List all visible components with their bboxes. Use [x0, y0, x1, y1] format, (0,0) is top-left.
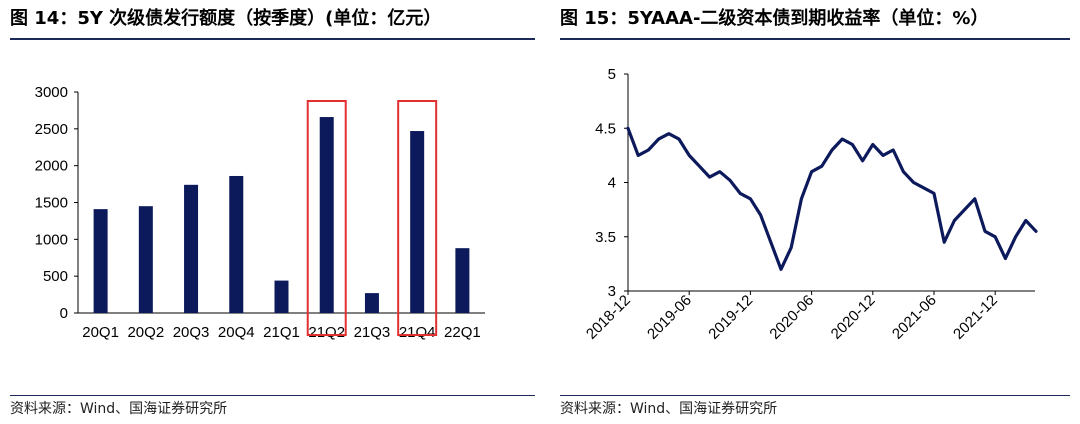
- y-tick-label: 3.5: [595, 229, 616, 246]
- y-tick-label: 5: [608, 66, 616, 83]
- bar-20Q4: [229, 176, 243, 313]
- x-tick-label: 2021-12: [950, 292, 1001, 343]
- y-tick-label: 2500: [35, 121, 68, 138]
- x-tick-label: 22Q1: [444, 324, 481, 341]
- y-tick-label: 1000: [35, 231, 68, 248]
- yield-line-series: [628, 128, 1036, 269]
- y-tick-label: 4.5: [595, 120, 616, 137]
- x-tick-label: 2021-06: [889, 292, 940, 343]
- bar-21Q4: [410, 131, 424, 313]
- y-tick-label: 2000: [35, 158, 68, 175]
- y-tick-label: 3: [608, 283, 616, 300]
- bar-chart: 0 500 1000 1500 2000 2500 3000 20Q1 20Q2 20Q3 20Q4…: [0, 0, 545, 395]
- y-tick-label: 4: [608, 175, 616, 192]
- y-tick-label: 3000: [35, 84, 68, 101]
- bar-22Q1: [455, 248, 469, 313]
- y-tick-label: 500: [43, 268, 68, 285]
- bar-20Q1: [94, 209, 108, 313]
- bar-20Q3: [184, 185, 198, 313]
- x-tick-label: 21Q2: [308, 324, 345, 341]
- x-tick-label: 20Q1: [82, 324, 119, 341]
- bar-21Q3: [365, 293, 379, 313]
- bar-20Q2: [139, 206, 153, 313]
- y-tick-label: 1500: [35, 195, 68, 212]
- x-tick-label: 20Q4: [218, 324, 255, 341]
- bar-21Q1: [275, 281, 289, 313]
- x-tick-label: 21Q4: [399, 324, 436, 341]
- x-tick-label: 2019-12: [705, 292, 756, 343]
- x-tick-label: 21Q3: [354, 324, 391, 341]
- bar-21Q2: [320, 117, 334, 313]
- x-tick-label: 20Q3: [173, 324, 210, 341]
- x-tick-label: 21Q1: [263, 324, 300, 341]
- x-tick-label: 2020-12: [828, 292, 879, 343]
- x-tick-label: 2020-06: [766, 292, 817, 343]
- x-tick-label: 2018-12: [583, 292, 634, 343]
- right-chart-title: 图 15：5YAAA-二级资本债到期收益率（单位：%）: [560, 0, 1070, 40]
- y-tick-label: 0: [60, 305, 68, 322]
- x-tick-label: 2019-06: [644, 292, 695, 343]
- left-source-note: 资料来源：Wind、国海证券研究所: [10, 395, 535, 424]
- right-source-note: 资料来源：Wind、国海证券研究所: [560, 395, 1070, 424]
- x-tick-label: 20Q2: [127, 324, 164, 341]
